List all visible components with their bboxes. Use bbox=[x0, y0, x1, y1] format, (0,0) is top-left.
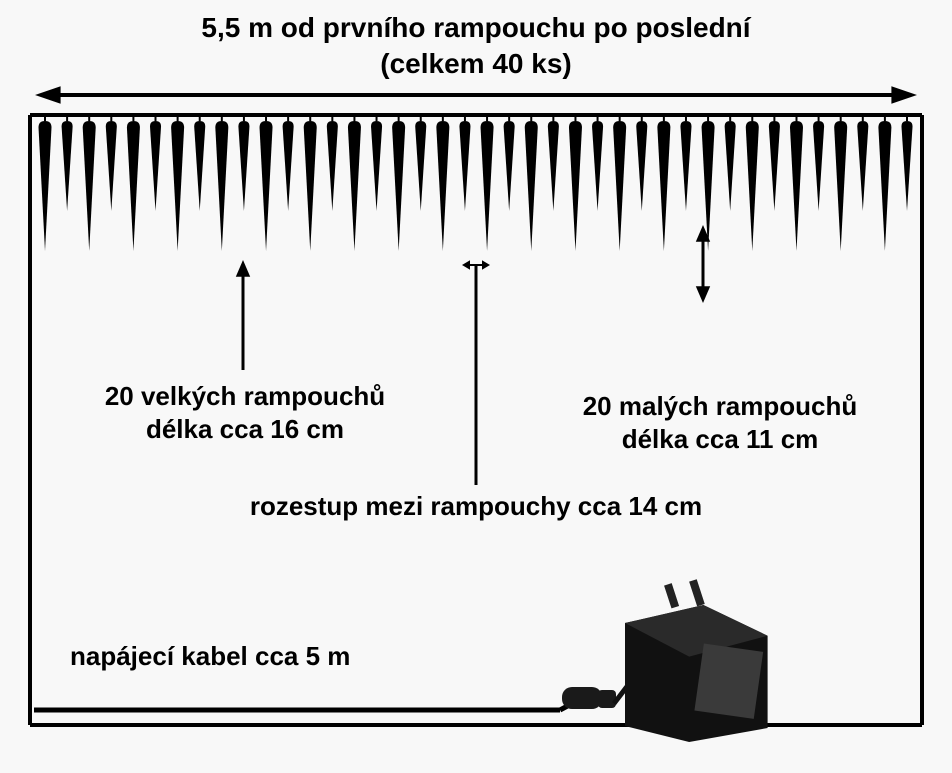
small-icicle-label: 20 malých rampouchů délka cca 11 cm bbox=[540, 390, 900, 455]
power-cable-label: napájecí kabel cca 5 m bbox=[70, 640, 440, 673]
large-icicle-label: 20 velkých rampouchů délka cca 16 cm bbox=[60, 380, 430, 445]
title-line1: 5,5 m od prvního rampouchu po poslední bbox=[0, 10, 952, 45]
diagram-canvas: 5,5 m od prvního rampouchu po poslední (… bbox=[0, 0, 952, 768]
title-line2: (celkem 40 ks) bbox=[0, 46, 952, 81]
power-adapter bbox=[560, 579, 768, 742]
spacing-label: rozestup mezi rampouchy cca 14 cm bbox=[180, 490, 772, 523]
